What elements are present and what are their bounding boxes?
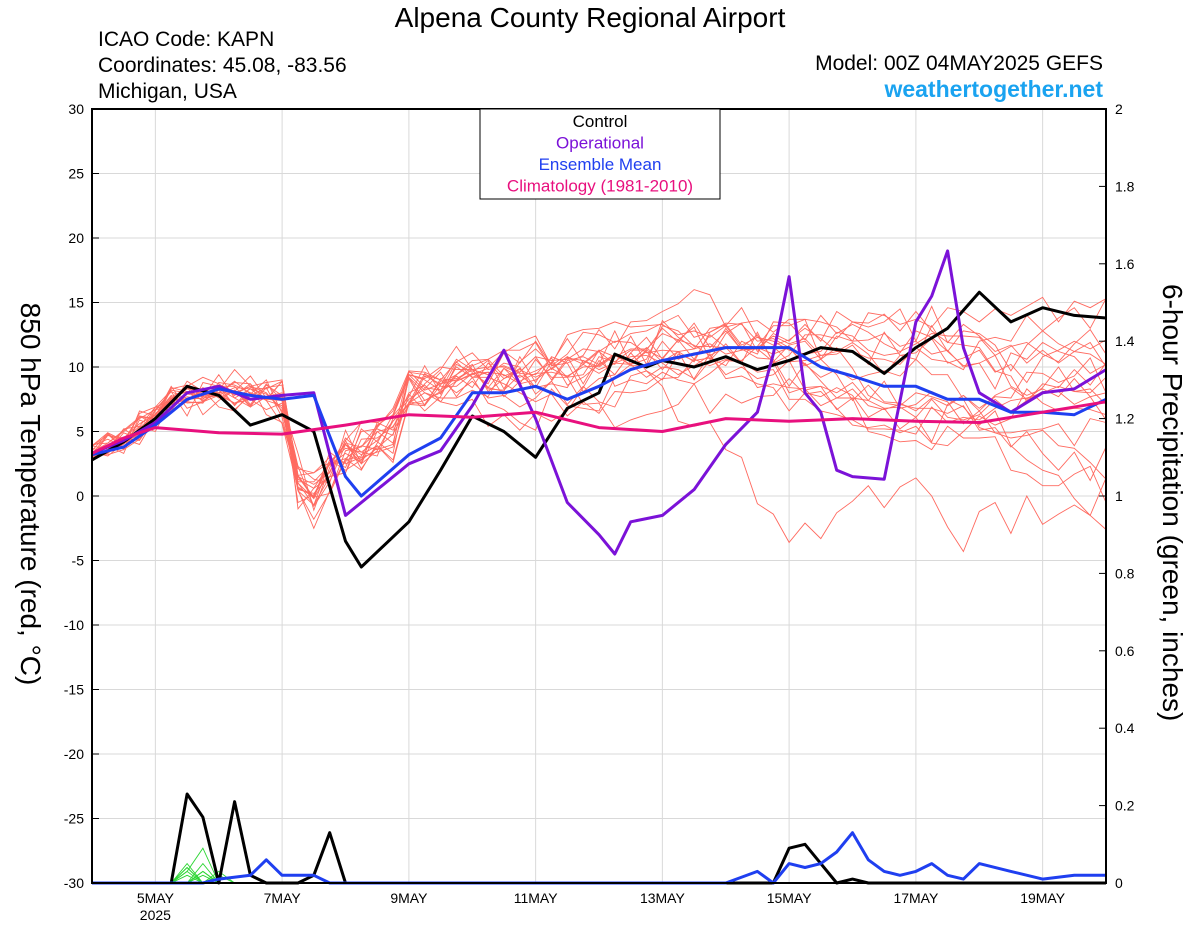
y-tick-label-left: -5 xyxy=(72,553,85,569)
y-tick-label-right: 1 xyxy=(1115,488,1123,504)
temperature-member-line xyxy=(91,358,1107,511)
y-tick-label-right: 1.2 xyxy=(1115,411,1135,427)
page-title: Alpena County Regional Airport xyxy=(394,2,786,33)
temperature-member-line xyxy=(91,322,1107,494)
legend-box xyxy=(479,108,721,200)
model-run: Model: 00Z 04MAY2025 GEFS xyxy=(815,52,1103,75)
region: Michigan, USA xyxy=(98,80,237,103)
y-tick-label-left: 30 xyxy=(68,101,84,117)
y-tick-label-right: 1.4 xyxy=(1115,333,1135,349)
y-tick-label-right: 1.8 xyxy=(1115,178,1135,194)
temperature-member-line xyxy=(92,354,1107,497)
y-tick-label-left: -10 xyxy=(64,617,84,633)
y-tick-label-left: 25 xyxy=(68,166,84,182)
y-tick-label-left: -25 xyxy=(64,811,84,827)
grid xyxy=(92,108,1106,884)
series-line-control-precip xyxy=(92,792,1106,885)
x-tick-label: 9MAY xyxy=(390,890,428,906)
precip-member-line xyxy=(92,862,1106,884)
legend-entry: Operational xyxy=(556,134,644,153)
y-tick-label-left: -20 xyxy=(64,746,84,762)
series-lines xyxy=(91,249,1107,885)
y-tick-label-right: 0 xyxy=(1115,875,1123,891)
site-link[interactable]: weathertogether.net xyxy=(884,76,1103,102)
temperature-member-line xyxy=(91,343,1107,483)
y-tick-label-left: 10 xyxy=(68,359,84,375)
y-tick-label-left: 0 xyxy=(76,488,84,504)
legend-entry: Ensemble Mean xyxy=(539,155,662,174)
series-line-operational-temp xyxy=(91,249,1107,556)
legend-entry: Control xyxy=(573,112,628,131)
x-tick-label: 5MAY xyxy=(137,890,175,906)
y-tick-label-left: -15 xyxy=(64,682,84,698)
legend: Control Operational Ensemble Mean Climatolo… xyxy=(479,108,721,200)
temperature-member-line xyxy=(91,327,1107,506)
y-tick-label-right: 0.8 xyxy=(1115,565,1135,581)
x-ticks: 5MAY 7MAY 9MAY 11MAY 13MAY 15MAY 17MAY 19MAY 202… xyxy=(137,890,1066,923)
series-line-ensemble-mean-temp xyxy=(91,346,1107,498)
series-line-ensemble-mean-precip xyxy=(92,831,1106,885)
temperature-member-line xyxy=(91,349,1107,498)
y-tick-label-left: 15 xyxy=(68,295,84,311)
y-tick-label-left: -30 xyxy=(64,875,84,891)
temperature-member-line xyxy=(91,353,1107,512)
x-tick-label: 11MAY xyxy=(514,890,558,906)
y-tick-label-right: 0.2 xyxy=(1115,798,1135,814)
y-tick-label-right: 0.4 xyxy=(1115,720,1135,736)
y-tick-label-left: 5 xyxy=(76,424,84,440)
x-year-label: 2025 xyxy=(140,907,171,923)
y-ticks-right: 2 1.8 1.6 1.4 1.2 1 0.8 0.6 0.4 0.2 0 xyxy=(1099,101,1135,891)
temperature-member-line xyxy=(91,322,1107,489)
y-ticks-left: 30 25 20 15 10 5 0 -5 -10 -15 -20 -25 -30 xyxy=(64,101,99,891)
series-line-control-temp xyxy=(91,290,1107,569)
icao-code: ICAO Code: KAPN xyxy=(98,28,275,51)
temperature-member-line xyxy=(92,289,1107,530)
x-tick-label: 7MAY xyxy=(264,890,302,906)
legend-entry: Climatology (1981-2010) xyxy=(507,177,693,196)
y-tick-label-left: 20 xyxy=(68,230,84,246)
x-tick-label: 17MAY xyxy=(893,890,939,906)
temperature-member-line xyxy=(91,337,1107,500)
precip-member-line xyxy=(92,862,1106,884)
coordinates: Coordinates: 45.08, -83.56 xyxy=(98,54,347,77)
x-tick-label: 15MAY xyxy=(767,890,813,906)
x-tick-label: 19MAY xyxy=(1020,890,1066,906)
y-tick-label-right: 1.6 xyxy=(1115,256,1135,272)
x-tick-label: 13MAY xyxy=(640,890,686,906)
temperature-member-line xyxy=(91,335,1107,553)
series-line-climatology-1981-2010-temp xyxy=(91,400,1107,455)
y-tick-label-right: 2 xyxy=(1115,101,1123,117)
y-tick-label-right: 0.6 xyxy=(1115,643,1135,659)
